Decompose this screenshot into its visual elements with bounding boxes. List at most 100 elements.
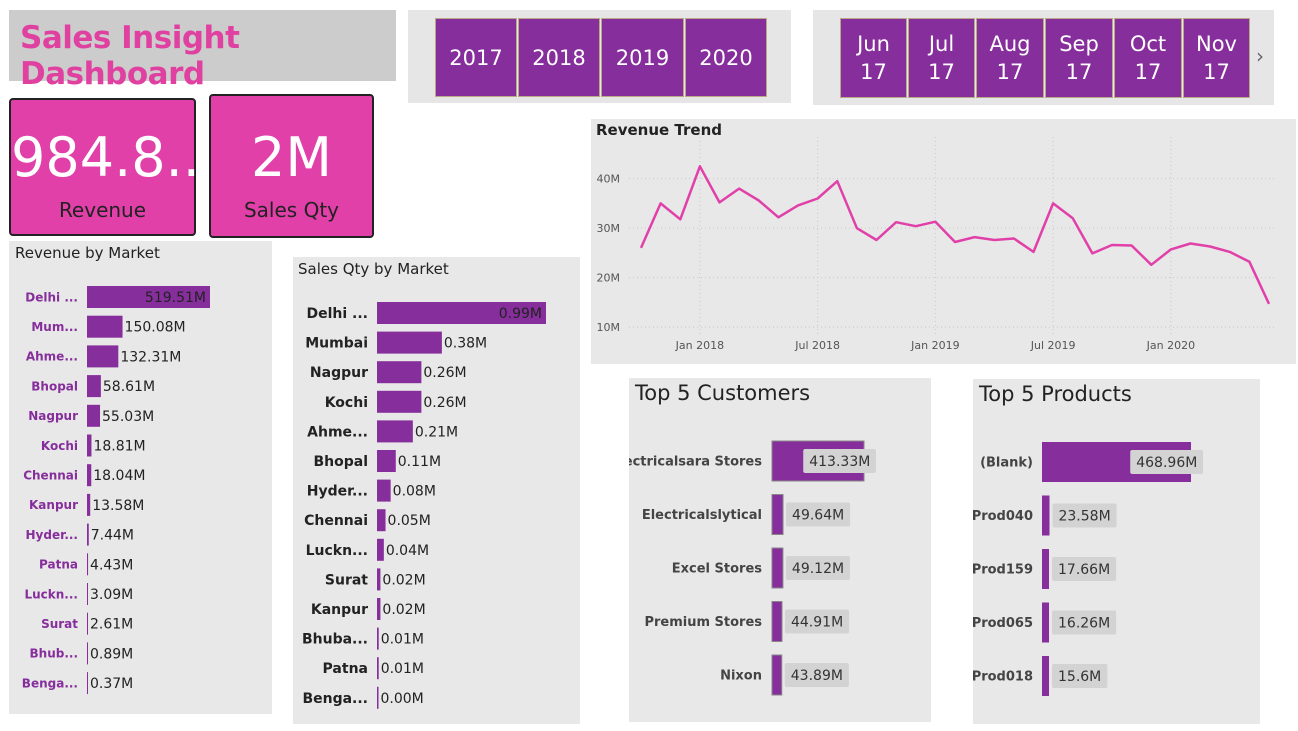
bar[interactable] [1042, 549, 1049, 589]
bar[interactable] [771, 601, 783, 642]
category-label: Hyder... [26, 528, 78, 542]
year-button-2019[interactable]: 2019 [601, 18, 684, 97]
month-button-aug-17[interactable]: Aug 17 [976, 18, 1044, 98]
data-label: 17.66M [1058, 562, 1110, 578]
data-label: 150.08M [125, 320, 186, 336]
data-label: 519.51M [145, 290, 206, 306]
month-slicer: Jun 17 Jul 17 Aug 17 Sep 17 Oct 17 Nov 1… [813, 10, 1274, 105]
bar[interactable] [771, 654, 783, 696]
data-label-bg[interactable] [784, 609, 850, 634]
bar[interactable] [377, 538, 384, 561]
month-label: Nov [1196, 32, 1237, 56]
bar[interactable] [87, 493, 91, 516]
data-label: 0.00M [381, 691, 424, 707]
data-label-bg[interactable] [785, 556, 851, 580]
data-label: 49.64M [792, 508, 844, 524]
category-label: Luckn... [306, 543, 368, 559]
data-label: 0.11M [398, 454, 441, 470]
bar[interactable] [87, 583, 88, 605]
bar[interactable] [377, 420, 413, 443]
data-label: 18.04M [93, 468, 145, 484]
y-tick-label: 30M [597, 222, 621, 235]
month-year-label: 17 [996, 60, 1024, 84]
data-label-bg[interactable] [803, 449, 876, 473]
month-button-oct-17[interactable]: Oct 17 [1114, 18, 1182, 98]
data-label-bg[interactable] [786, 502, 851, 527]
month-button-jul-17[interactable]: Jul 17 [908, 18, 975, 98]
bar[interactable] [377, 627, 379, 650]
chevron-right-icon[interactable]: › [1256, 44, 1264, 68]
bar[interactable] [87, 672, 88, 695]
month-button-nov-17[interactable]: Nov 17 [1183, 18, 1250, 98]
category-label: Bhopal [31, 379, 78, 393]
bar[interactable] [377, 598, 381, 620]
bar[interactable] [1042, 656, 1049, 696]
bar[interactable] [87, 375, 101, 398]
sales-qty-kpi-label: Sales Qty [243, 198, 339, 222]
category-label: Delhi ... [306, 306, 368, 322]
category-label: Hyder... [307, 484, 368, 500]
category-label: Prod065 [973, 616, 1033, 631]
bar[interactable] [1042, 495, 1050, 536]
chart-title: Top 5 Products [979, 382, 1132, 406]
bar[interactable] [377, 302, 546, 324]
data-label: 58.61M [103, 379, 155, 395]
category-label: Ahme... [307, 424, 368, 440]
bar[interactable] [377, 479, 391, 502]
bar[interactable] [87, 434, 92, 457]
x-tick-label: Jan 2019 [910, 339, 959, 352]
data-label: 0.04M [386, 543, 429, 559]
bar[interactable] [377, 568, 381, 591]
y-tick-label: 20M [597, 272, 621, 285]
bar[interactable] [87, 553, 89, 576]
data-label: 0.89M [90, 646, 133, 662]
category-label: Prod040 [973, 509, 1033, 524]
revenue-by-market-panel: Revenue by Market Delhi ... 519.51M Mum...… [9, 241, 272, 714]
data-label: 18.81M [93, 439, 145, 455]
data-label-bg[interactable] [784, 663, 849, 687]
bar[interactable] [771, 494, 784, 535]
bar[interactable] [87, 523, 89, 546]
data-label-bg[interactable] [1052, 557, 1117, 581]
month-label: Jul [928, 32, 955, 56]
bar[interactable] [377, 686, 379, 709]
bar[interactable] [87, 464, 92, 487]
data-label-bg[interactable] [1052, 664, 1108, 688]
category-label: (Blank) [980, 456, 1033, 471]
bar[interactable] [377, 361, 422, 384]
bar[interactable] [87, 404, 101, 427]
month-button-sep-17[interactable]: Sep 17 [1045, 18, 1113, 98]
bar[interactable] [377, 657, 379, 680]
data-label: 7.44M [91, 528, 134, 544]
category-label: Kochi [325, 395, 368, 411]
category-label: Kanpur [311, 602, 368, 618]
data-label-bg[interactable] [1052, 503, 1117, 528]
bar[interactable] [377, 390, 422, 413]
bar[interactable] [377, 509, 386, 532]
data-label-bg[interactable] [1130, 450, 1203, 474]
bar[interactable] [87, 642, 88, 665]
data-label: 0.99M [499, 306, 542, 322]
year-button-2018[interactable]: 2018 [518, 18, 600, 97]
bar[interactable] [1042, 602, 1049, 643]
category-label: Ahme... [26, 350, 78, 364]
bar[interactable] [377, 450, 396, 472]
data-label: 413.33M [809, 454, 870, 470]
year-button-2017[interactable]: 2017 [435, 18, 517, 97]
year-button-2020[interactable]: 2020 [685, 18, 767, 97]
bar[interactable] [771, 547, 784, 589]
chart-title: Sales Qty by Market [298, 260, 449, 278]
month-button-jun-17[interactable]: Jun 17 [840, 18, 907, 98]
bar[interactable] [87, 315, 123, 338]
month-year-label: 17 [1134, 60, 1162, 84]
sales-qty-kpi-card[interactable]: 2M Sales Qty [209, 94, 374, 238]
bar[interactable] [87, 612, 88, 635]
bar[interactable] [87, 345, 119, 368]
revenue-kpi-card[interactable]: 984.8... Revenue [9, 98, 217, 236]
bar[interactable] [87, 286, 210, 308]
bar[interactable] [377, 331, 442, 354]
category-label: Prod159 [973, 563, 1033, 578]
data-label-bg[interactable] [1052, 610, 1117, 635]
month-label: Sep [1059, 32, 1099, 56]
data-label: 13.58M [92, 498, 144, 514]
